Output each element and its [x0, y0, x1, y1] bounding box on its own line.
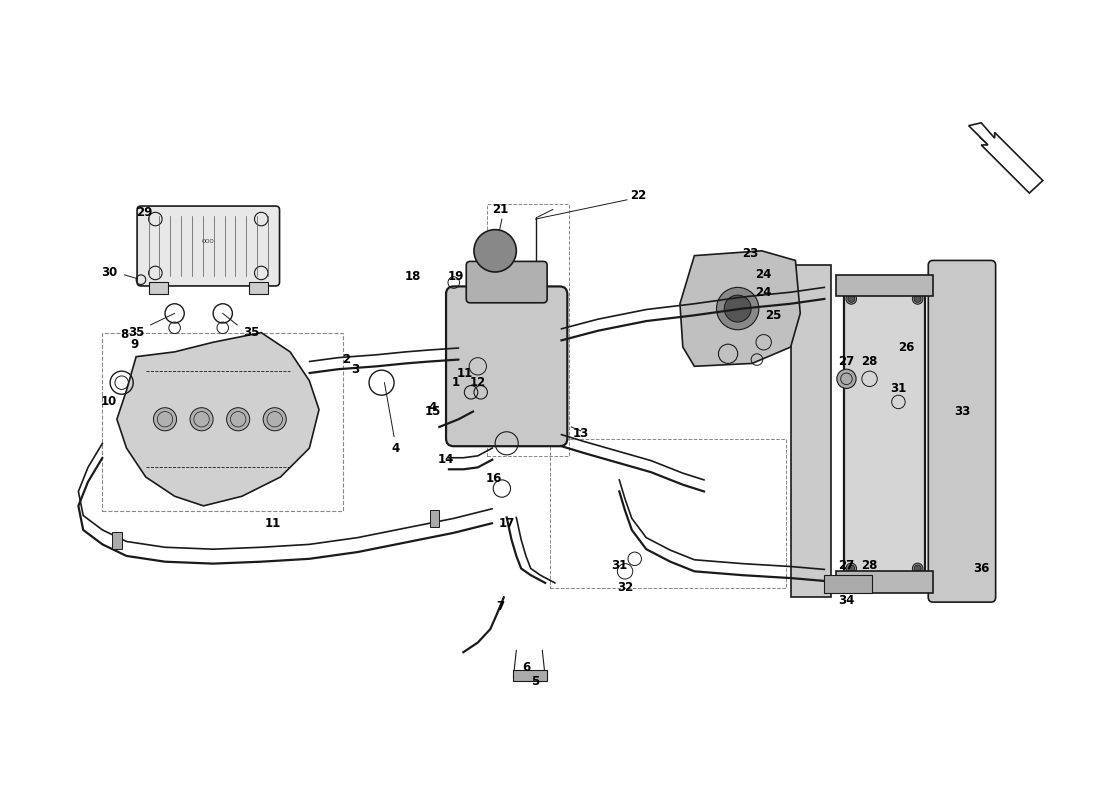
Circle shape: [263, 408, 286, 430]
Bar: [836, 571, 933, 593]
Circle shape: [837, 571, 856, 590]
Text: 31: 31: [612, 559, 627, 572]
Circle shape: [227, 408, 250, 430]
Circle shape: [846, 294, 857, 304]
Circle shape: [914, 295, 921, 302]
Text: 14: 14: [438, 453, 454, 466]
Text: 28: 28: [861, 355, 878, 368]
Text: 32: 32: [617, 581, 634, 594]
FancyBboxPatch shape: [447, 286, 568, 446]
Text: 24: 24: [756, 286, 772, 298]
Circle shape: [474, 230, 516, 272]
Bar: [550, 438, 785, 588]
Text: 22: 22: [630, 190, 647, 202]
Bar: [430, 510, 439, 527]
Bar: [112, 532, 122, 549]
Text: 4: 4: [429, 401, 437, 414]
Circle shape: [912, 294, 923, 304]
Polygon shape: [680, 251, 801, 366]
Text: 16: 16: [486, 473, 503, 486]
Circle shape: [724, 295, 751, 322]
Text: 17: 17: [498, 517, 515, 530]
Circle shape: [716, 287, 759, 330]
Text: 35: 35: [128, 326, 144, 339]
Circle shape: [914, 565, 921, 572]
Circle shape: [482, 238, 508, 264]
Text: 5: 5: [531, 674, 540, 687]
Polygon shape: [969, 122, 1043, 193]
Text: OOO: OOO: [202, 238, 215, 244]
Text: 4: 4: [392, 442, 400, 454]
Text: 23: 23: [742, 247, 758, 260]
Text: 20: 20: [473, 270, 488, 283]
Text: 12: 12: [470, 376, 486, 389]
Bar: [102, 333, 343, 510]
Text: 2: 2: [342, 353, 350, 366]
Text: 9: 9: [130, 338, 139, 350]
Text: 11: 11: [458, 366, 473, 379]
Text: 29: 29: [135, 206, 152, 219]
Text: 25: 25: [766, 309, 781, 322]
Bar: [249, 282, 268, 294]
Bar: [487, 204, 569, 456]
Text: 1: 1: [452, 376, 460, 389]
FancyBboxPatch shape: [928, 261, 996, 602]
Circle shape: [190, 408, 213, 430]
Text: 27: 27: [838, 559, 855, 572]
Bar: [844, 285, 925, 583]
Text: 7: 7: [496, 601, 504, 614]
Text: 19: 19: [448, 270, 464, 283]
Circle shape: [848, 295, 855, 302]
Text: 21: 21: [492, 203, 508, 216]
Circle shape: [846, 563, 857, 574]
Text: 27: 27: [838, 355, 855, 368]
Circle shape: [837, 370, 856, 389]
Polygon shape: [117, 333, 319, 506]
Circle shape: [848, 565, 855, 572]
Text: 18: 18: [405, 270, 421, 283]
Text: 28: 28: [861, 559, 878, 572]
Text: 30: 30: [101, 266, 118, 279]
Text: 33: 33: [954, 405, 970, 418]
Text: 15: 15: [425, 405, 441, 418]
Text: 35: 35: [243, 326, 260, 339]
Circle shape: [912, 563, 923, 574]
Circle shape: [154, 408, 177, 430]
FancyBboxPatch shape: [138, 206, 279, 286]
FancyBboxPatch shape: [466, 262, 547, 302]
Text: 36: 36: [974, 562, 989, 575]
Text: 34: 34: [838, 594, 855, 606]
Text: 13: 13: [573, 427, 588, 440]
Text: 26: 26: [898, 341, 914, 354]
Bar: [148, 282, 168, 294]
Text: 31: 31: [890, 382, 906, 395]
Text: 6: 6: [521, 661, 530, 674]
Text: 24: 24: [756, 268, 772, 282]
Bar: [836, 275, 933, 296]
Bar: [824, 575, 872, 593]
Text: 11: 11: [265, 517, 280, 530]
Text: 8: 8: [121, 328, 129, 341]
Text: 3: 3: [352, 362, 360, 376]
Bar: [514, 670, 547, 681]
Text: 10: 10: [101, 395, 118, 409]
Bar: [791, 266, 832, 598]
